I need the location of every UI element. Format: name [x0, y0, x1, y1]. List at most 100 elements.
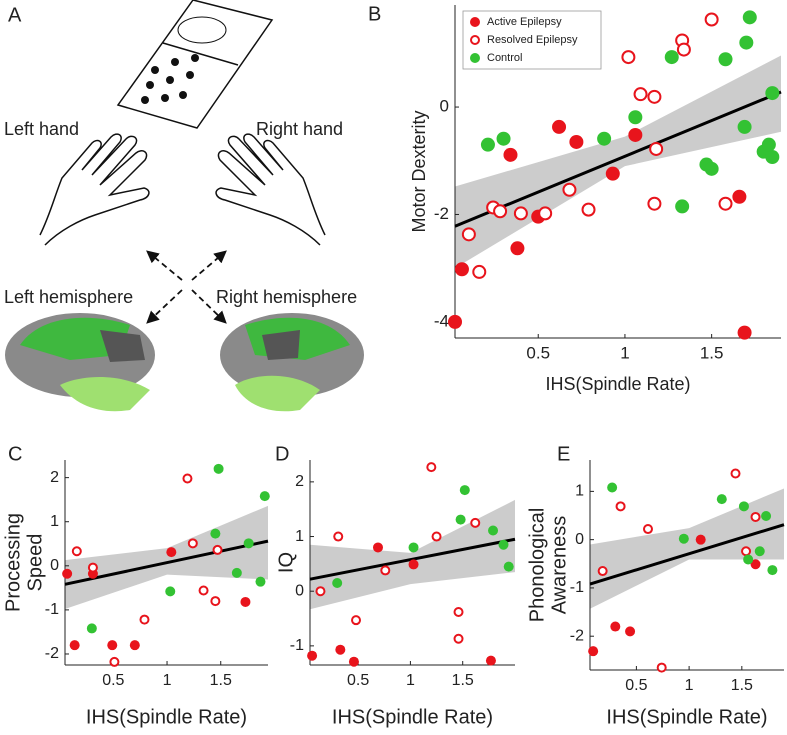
data-point [743, 554, 754, 565]
data-point [761, 137, 776, 152]
data-point [485, 655, 496, 666]
data-point [493, 204, 508, 219]
data-point [503, 147, 518, 162]
data-point [503, 561, 514, 572]
x-tick-label: 0.5 [526, 343, 550, 362]
data-point [210, 596, 221, 607]
legend-label: Resolved Epilepsy [487, 34, 578, 46]
data-point [628, 110, 643, 125]
confidence-band [455, 55, 781, 269]
x-axis-label: IHS(Spindle Rate) [545, 374, 690, 394]
data-point [165, 586, 176, 597]
data-point [597, 131, 612, 146]
data-point [187, 538, 198, 549]
data-point [459, 485, 470, 496]
data-point [335, 644, 346, 655]
panel-label: A [8, 4, 22, 26]
data-point [408, 559, 419, 570]
data-point [750, 559, 761, 570]
x-tick-label: 1.5 [452, 672, 474, 689]
data-point [455, 514, 466, 525]
y-axis-label: IQ [275, 552, 297, 573]
data-point [408, 542, 419, 553]
data-point [243, 538, 254, 549]
scatter-chart: 0.5 1 1.5 -4 -2 0 B IHS(Spindle Rate) Motor Dext… [368, 3, 782, 394]
data-point [315, 586, 326, 597]
tray [116, 0, 274, 129]
data-point [498, 539, 509, 550]
data-point [737, 119, 752, 134]
data-point [621, 50, 636, 65]
x-tick-label: 1 [620, 343, 629, 362]
data-point [678, 533, 689, 544]
y-tick-label: 1 [50, 513, 59, 530]
data-point [754, 546, 765, 557]
data-point [513, 206, 528, 221]
y-tick-label: -1 [45, 601, 59, 618]
data-point [610, 621, 621, 632]
y-tick-label: 0 [50, 557, 59, 574]
y-axis-label: Phonological [526, 508, 548, 623]
legend-marker [470, 35, 480, 45]
data-point [454, 262, 469, 277]
data-point [732, 189, 747, 204]
legend-label: Control [487, 52, 522, 64]
x-tick-label: 1.5 [210, 672, 232, 689]
left-brain [5, 313, 155, 412]
fit-line [64, 539, 269, 586]
fit-line [589, 523, 785, 586]
data-point [212, 544, 223, 555]
annotation: Left hand [4, 119, 79, 139]
data-point [71, 546, 82, 557]
data-point [109, 656, 120, 667]
y-tick-label: -4 [434, 311, 449, 330]
data-point [166, 547, 177, 558]
x-tick-label: 0.5 [347, 672, 369, 689]
y-tick-label: -1 [570, 579, 584, 596]
fit-line [454, 90, 782, 228]
data-point [615, 501, 626, 512]
data-point [649, 141, 664, 156]
data-point [695, 534, 706, 545]
x-tick-label: 1.5 [700, 343, 724, 362]
data-point [642, 524, 653, 535]
y-tick-label: 0 [295, 582, 304, 599]
arrows [146, 250, 227, 324]
data-point [765, 86, 780, 101]
data-point [633, 87, 648, 102]
legend-box [462, 10, 602, 70]
y-axis-label: Speed [24, 534, 46, 592]
data-point [581, 202, 596, 217]
x-tick-label: 0.5 [625, 677, 647, 694]
data-point [718, 196, 733, 211]
data-point [625, 626, 636, 637]
x-tick-label: 1 [163, 672, 172, 689]
data-point [767, 565, 778, 576]
data-point [259, 491, 270, 502]
data-point [470, 517, 481, 528]
data-point [704, 12, 719, 27]
y-axis-label: Processing [2, 513, 24, 612]
data-point [656, 662, 667, 673]
illustration: A Left hand Right [4, 0, 364, 412]
x-tick-label: 1 [685, 677, 694, 694]
data-point [742, 10, 757, 25]
data-point [510, 241, 525, 256]
data-point [87, 562, 98, 573]
data-point [107, 640, 118, 651]
legend-label: Active Epilepsy [487, 16, 562, 28]
data-point [333, 531, 344, 542]
y-tick-label: -2 [45, 645, 59, 662]
data-point [737, 325, 752, 340]
fit-line [309, 537, 516, 581]
data-point [704, 161, 719, 176]
data-point [480, 137, 495, 152]
y-axis-label: Motor Dexterity [409, 110, 429, 232]
y-tick-label: 1 [295, 528, 304, 545]
x-tick-label: 1.5 [731, 677, 753, 694]
data-point [231, 567, 242, 578]
data-point [664, 50, 679, 65]
tray-divider [162, 42, 239, 66]
data-point [69, 640, 80, 651]
left-hand [39, 133, 150, 246]
